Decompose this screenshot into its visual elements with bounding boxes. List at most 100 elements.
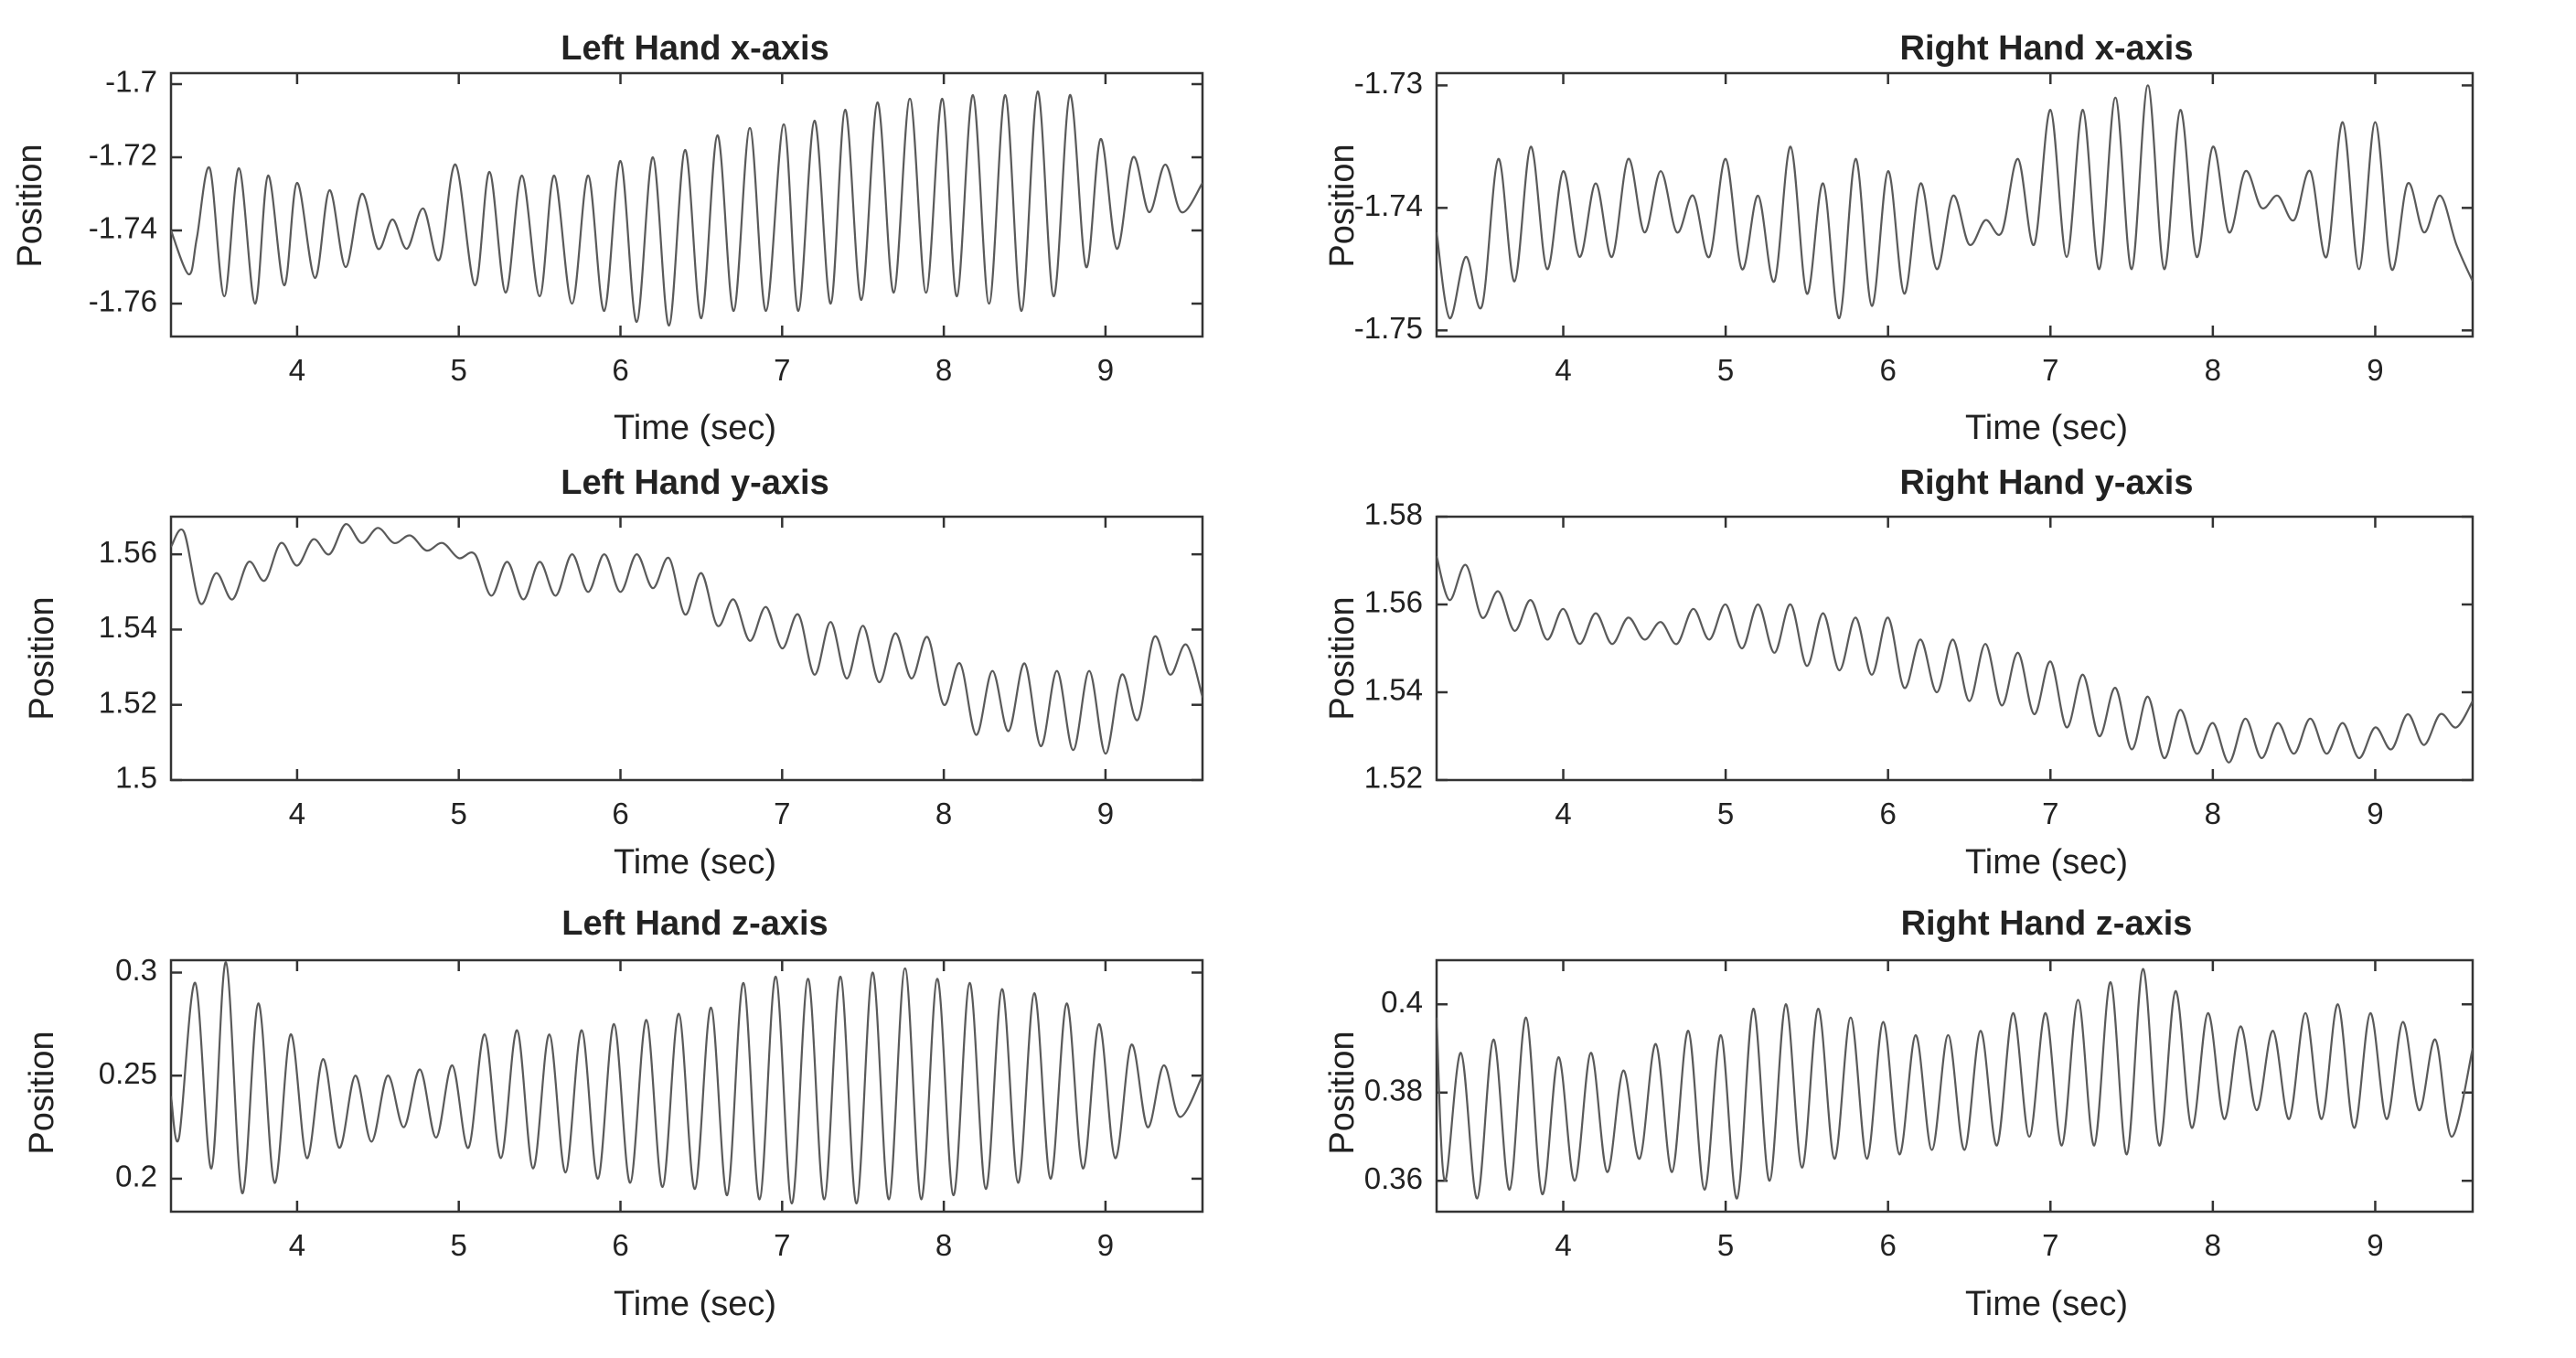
tick-marks	[171, 960, 1202, 1212]
x-tick-label: 8	[935, 353, 952, 387]
panel-right-hand-z: Right Hand z-axis 0.4 0.38 0.36 4 5 6 7 …	[1288, 905, 2575, 1358]
y-tick-label: 0.38	[1364, 1073, 1423, 1107]
y-tick-label: -1.73	[1354, 66, 1423, 100]
chart-title: Left Hand x-axis	[561, 29, 829, 68]
plot-frame	[1435, 515, 2474, 782]
panel-right-hand-x: Right Hand x-axis -1.73 -1.74 -1.75 4 5 …	[1288, 0, 2575, 453]
y-tick-label: 1.52	[1364, 761, 1423, 795]
x-tick-label: 9	[1097, 797, 1114, 830]
x-tick-labels: 4 5 6 7 8 9	[1555, 1228, 2383, 1262]
plot-frame	[1435, 71, 2474, 338]
panel-svg: Right Hand x-axis -1.73 -1.74 -1.75 4 5 …	[1323, 29, 2474, 447]
x-tick-label: 8	[935, 1228, 952, 1262]
chart-title: Right Hand z-axis	[1901, 905, 2193, 943]
x-tick-label: 5	[1717, 353, 1734, 387]
y-tick-labels: 0.4 0.38 0.36	[1364, 985, 1423, 1195]
tick-marks	[171, 517, 1202, 782]
panel-left-hand-x: Left Hand x-axis -1.7 -1.72 -1.74 -1.76 …	[0, 0, 1288, 453]
x-tick-label: 9	[2367, 1228, 2383, 1262]
x-tick-labels: 4 5 6 7 8 9	[1555, 797, 2383, 830]
panel-svg: Left Hand y-axis 1.56 1.54 1.52 1.5 4 5 …	[23, 464, 1204, 882]
x-tick-label: 6	[1880, 797, 1897, 830]
y-tick-label: -1.76	[89, 284, 157, 318]
y-tick-label: -1.7	[105, 65, 157, 99]
x-tick-label: 6	[1880, 353, 1897, 387]
x-tick-label: 6	[612, 1228, 628, 1262]
x-tick-label: 4	[1555, 797, 1571, 830]
x-tick-label: 5	[451, 1228, 467, 1262]
x-axis-label: Time (sec)	[1965, 1285, 2128, 1323]
y-axis-label: Position	[1323, 1031, 1362, 1154]
y-axis-label: Position	[11, 144, 49, 267]
y-tick-label: -1.72	[89, 138, 157, 172]
y-axis-label: Position	[1323, 596, 1362, 720]
y-tick-labels: 1.56 1.54 1.52 1.5	[99, 535, 157, 795]
chart-title: Left Hand z-axis	[561, 905, 828, 943]
y-tick-label: 0.2	[115, 1160, 157, 1193]
y-tick-label: 0.36	[1364, 1161, 1423, 1195]
x-tick-label: 7	[774, 353, 790, 387]
panel-svg: Left Hand x-axis -1.7 -1.72 -1.74 -1.76 …	[11, 29, 1204, 447]
plot-frame	[169, 71, 1204, 338]
series-line	[171, 961, 1202, 1205]
x-tick-label: 8	[2205, 797, 2221, 830]
x-tick-labels: 4 5 6 7 8 9	[289, 353, 1114, 387]
x-tick-label: 4	[289, 1228, 305, 1262]
x-tick-label: 6	[1880, 1228, 1897, 1262]
y-tick-label: 1.52	[99, 685, 157, 719]
x-axis-label: Time (sec)	[614, 843, 776, 882]
y-tick-label: 1.54	[1364, 673, 1423, 707]
plot-frame	[1435, 958, 2474, 1214]
x-tick-labels: 4 5 6 7 8 9	[289, 1228, 1114, 1262]
x-tick-label: 5	[451, 353, 467, 387]
x-tick-label: 4	[289, 797, 305, 830]
y-tick-label: 1.54	[99, 610, 157, 644]
y-tick-labels: 0.3 0.25 0.2	[99, 953, 157, 1192]
y-tick-label: -1.74	[1354, 188, 1423, 222]
series-line	[1437, 555, 2473, 764]
x-tick-label: 7	[774, 797, 790, 830]
y-tick-labels: -1.7 -1.72 -1.74 -1.76	[89, 65, 157, 318]
chart-title: Left Hand y-axis	[561, 464, 829, 502]
y-tick-label: 1.5	[115, 761, 157, 795]
x-axis-label: Time (sec)	[1965, 409, 2128, 447]
y-axis-label: Position	[1323, 144, 1362, 267]
tick-marks	[1437, 73, 2473, 337]
series-line	[1437, 84, 2473, 320]
panel-left-hand-z: Left Hand z-axis 0.3 0.25 0.2 4 5 6 7 8 …	[0, 905, 1288, 1358]
x-tick-label: 9	[1097, 353, 1114, 387]
x-tick-label: 7	[2042, 1228, 2058, 1262]
y-tick-label: -1.75	[1354, 311, 1423, 345]
x-tick-label: 8	[2205, 353, 2221, 387]
plot-frame	[169, 958, 1204, 1214]
x-tick-label: 9	[1097, 1228, 1114, 1262]
panel-svg: Right Hand z-axis 0.4 0.38 0.36 4 5 6 7 …	[1323, 905, 2474, 1323]
x-tick-label: 9	[2367, 797, 2383, 830]
y-tick-label: 0.25	[99, 1056, 157, 1090]
y-tick-label: -1.74	[89, 211, 157, 245]
y-tick-label: 1.56	[1364, 585, 1423, 619]
x-tick-label: 5	[1717, 797, 1734, 830]
x-tick-label: 5	[1717, 1228, 1734, 1262]
x-tick-labels: 4 5 6 7 8 9	[289, 797, 1114, 830]
chart-title: Right Hand x-axis	[1900, 29, 2194, 68]
panel-left-hand-y: Left Hand y-axis 1.56 1.54 1.52 1.5 4 5 …	[0, 453, 1288, 905]
x-tick-labels: 4 5 6 7 8 9	[1555, 353, 2383, 387]
x-tick-label: 5	[451, 797, 467, 830]
y-axis-label: Position	[23, 1031, 61, 1154]
x-tick-label: 8	[935, 797, 952, 830]
y-tick-labels: 1.58 1.56 1.54 1.52	[1364, 497, 1423, 795]
y-tick-labels: -1.73 -1.74 -1.75	[1354, 66, 1423, 345]
series-line	[171, 523, 1202, 755]
y-tick-label: 0.3	[115, 953, 157, 987]
series-line	[1437, 968, 2473, 1200]
tick-marks	[1437, 960, 2473, 1212]
tick-marks	[1437, 515, 2473, 782]
series-line	[171, 90, 1202, 327]
y-axis-label: Position	[23, 596, 61, 720]
plot-frame	[169, 515, 1204, 782]
panel-svg: Left Hand z-axis 0.3 0.25 0.2 4 5 6 7 8 …	[23, 905, 1204, 1323]
x-tick-label: 7	[2042, 797, 2058, 830]
x-axis-label: Time (sec)	[614, 1285, 776, 1323]
